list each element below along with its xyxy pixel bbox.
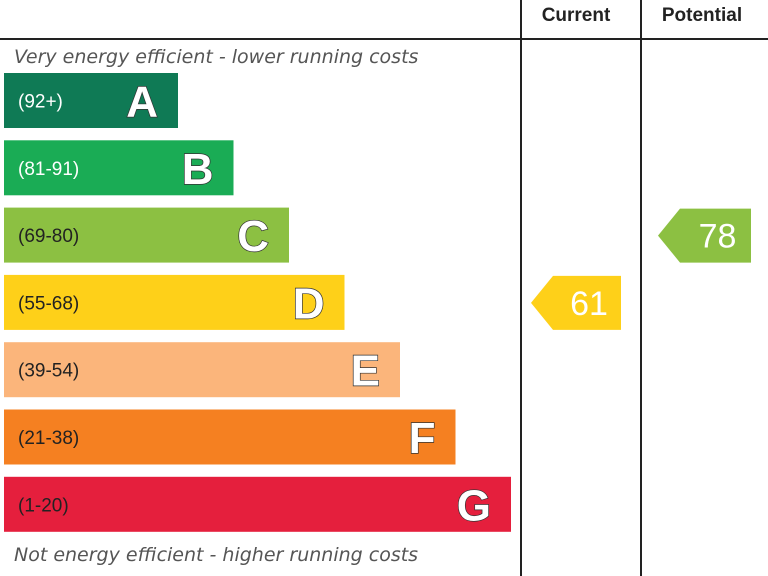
potential-rating-pointer — [658, 208, 751, 263]
band-c-letter: C — [237, 212, 269, 261]
band-f-letter: F — [409, 414, 436, 463]
band-c-bar — [4, 207, 289, 263]
band-b-bar — [4, 140, 234, 196]
band-f-bar — [4, 409, 456, 465]
band-a-range: (92+) — [18, 92, 63, 113]
potential-column-header: Potential — [662, 5, 742, 26]
band-a-letter: A — [126, 78, 158, 127]
band-c-range: (69-80) — [18, 226, 79, 247]
current-rating-pointer — [531, 275, 621, 330]
band-a-bar — [4, 73, 178, 128]
potential-rating-value: 78 — [699, 218, 737, 256]
band-e-bar — [4, 342, 400, 398]
band-d-bar — [4, 274, 345, 330]
band-g-bar — [4, 476, 511, 532]
current-rating-value: 61 — [570, 285, 608, 323]
top-caption: Very energy efficient - lower running co… — [14, 46, 419, 68]
band-f-range: (21-38) — [18, 428, 79, 449]
current-column-header: Current — [542, 5, 611, 26]
rating-bands: (92+) A (81-91) B (69-80) C (55-68) D (39-54) E (2… — [4, 73, 511, 532]
band-e-range: (39-54) — [18, 361, 79, 382]
band-g-range: (1-20) — [18, 495, 69, 516]
rating-pointers: 61 78 — [531, 208, 751, 330]
bottom-caption: Not energy efficient - higher running co… — [14, 544, 418, 566]
band-b-range: (81-91) — [18, 159, 79, 180]
band-d-range: (55-68) — [18, 293, 79, 314]
band-b-letter: B — [182, 145, 214, 194]
band-g-letter: G — [457, 481, 491, 530]
band-d-letter: D — [293, 279, 325, 328]
band-e-letter: E — [351, 347, 380, 396]
